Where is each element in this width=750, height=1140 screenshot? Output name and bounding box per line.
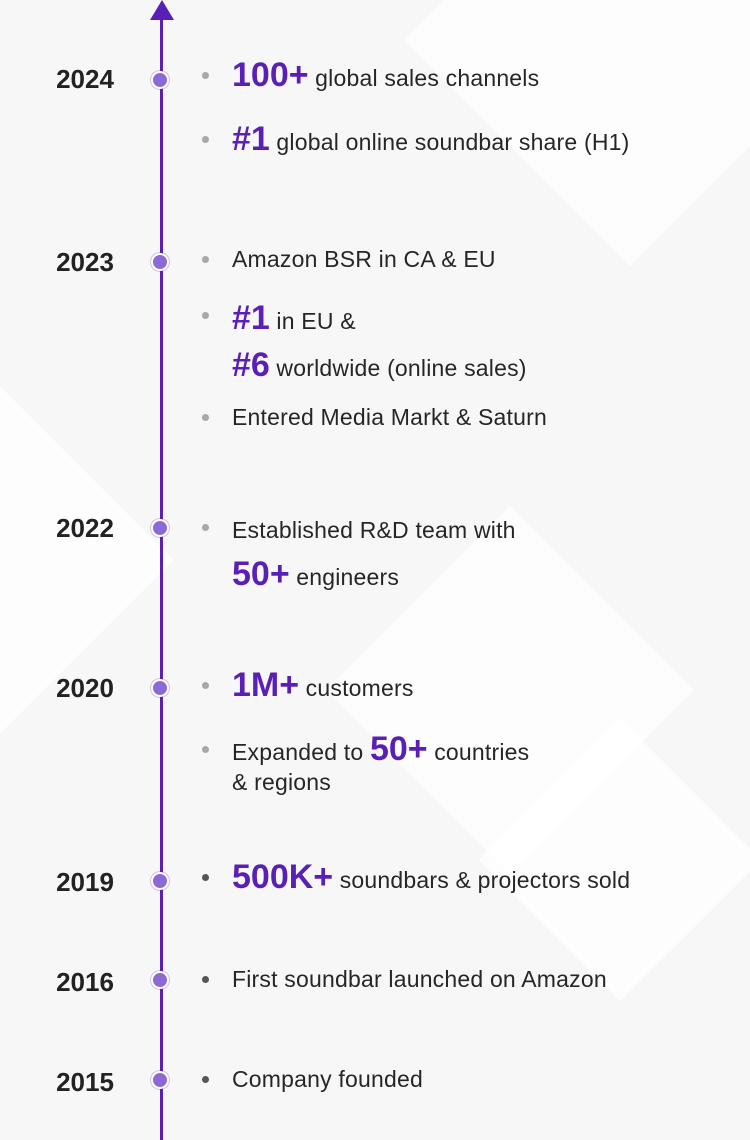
bullet-icon — [202, 1076, 209, 1083]
bullet-icon — [202, 256, 209, 263]
milestone-text: Amazon BSR in CA & EU — [232, 246, 496, 272]
year-label-2016: 2016 — [56, 967, 114, 997]
milestone-text: Entered Media Markt & Saturn — [232, 404, 547, 430]
bullet-icon — [202, 312, 209, 319]
milestone-text: customers — [299, 675, 414, 701]
milestone-2020-countries: Expanded to 50+ countries & regions — [202, 732, 730, 797]
timeline-dot-2022 — [151, 519, 169, 537]
milestone-2019-units-sold: 500K+ soundbars & projectors sold — [202, 860, 730, 895]
milestone-text: Expanded to — [232, 739, 370, 765]
milestone-text: soundbars & projectors sold — [333, 867, 631, 893]
milestone-2023-amazon-bsr: Amazon BSR in CA & EU — [202, 244, 730, 274]
milestone-text: & regions — [232, 769, 331, 795]
year-label-2019: 2019 — [56, 867, 114, 897]
highlight-number: #1 — [232, 299, 270, 337]
timeline-arrow-head — [150, 0, 174, 20]
bullet-icon — [202, 414, 209, 421]
milestone-2016-first-soundbar: First soundbar launched on Amazon — [202, 964, 730, 994]
timeline-dot-2015 — [151, 1071, 169, 1089]
milestone-2015-company-founded: Company founded — [202, 1064, 730, 1094]
milestone-2023-media-markt: Entered Media Markt & Saturn — [202, 402, 730, 432]
highlight-number: 50+ — [232, 555, 290, 593]
bullet-icon — [202, 976, 209, 983]
milestone-2024-soundbar-share: #1 global online soundbar share (H1) — [202, 122, 730, 157]
milestone-text: global sales channels — [308, 65, 540, 91]
highlight-number: 50+ — [369, 730, 428, 768]
timeline-dot-2024 — [151, 71, 169, 89]
highlight-number: 100+ — [232, 56, 309, 94]
bullet-icon — [202, 72, 209, 79]
timeline-dot-2023 — [151, 253, 169, 271]
milestone-text: worldwide (online sales) — [269, 355, 527, 381]
milestone-2023-rankings: #1 in EU & #6 worldwide (online sales) — [202, 296, 730, 390]
highlight-number: 500K+ — [232, 858, 334, 896]
milestone-text: global online soundbar share (H1) — [269, 129, 630, 155]
year-label-2020: 2020 — [56, 673, 114, 703]
milestone-2022-rnd-team: Established R&D team with 50+ engineers — [202, 508, 730, 599]
timeline-axis — [160, 8, 163, 1140]
milestone-text: Established R&D team with — [232, 517, 516, 543]
year-label-2023: 2023 — [56, 247, 114, 277]
milestone-text: in EU & — [269, 308, 356, 334]
year-label-2022: 2022 — [56, 513, 114, 543]
timeline-dot-2020 — [151, 679, 169, 697]
year-label-2024: 2024 — [56, 64, 114, 94]
highlight-number: #1 — [232, 120, 270, 158]
timeline-dot-2016 — [151, 971, 169, 989]
timeline-dot-2019 — [151, 872, 169, 890]
milestone-text: Company founded — [232, 1066, 423, 1092]
bullet-icon — [202, 524, 209, 531]
milestone-text: First soundbar launched on Amazon — [232, 966, 607, 992]
bullet-icon — [202, 136, 209, 143]
milestone-2020-customers: 1M+ customers — [202, 668, 730, 703]
bullet-icon — [202, 874, 209, 881]
milestone-text: countries — [427, 739, 530, 765]
milestone-2024-sales-channels: 100+ global sales channels — [202, 58, 730, 93]
highlight-number: #6 — [232, 346, 270, 384]
bullet-icon — [202, 746, 209, 753]
milestone-text: engineers — [289, 564, 400, 590]
bullet-icon — [202, 682, 209, 689]
year-label-2015: 2015 — [56, 1067, 114, 1097]
highlight-number: 1M+ — [232, 666, 300, 704]
